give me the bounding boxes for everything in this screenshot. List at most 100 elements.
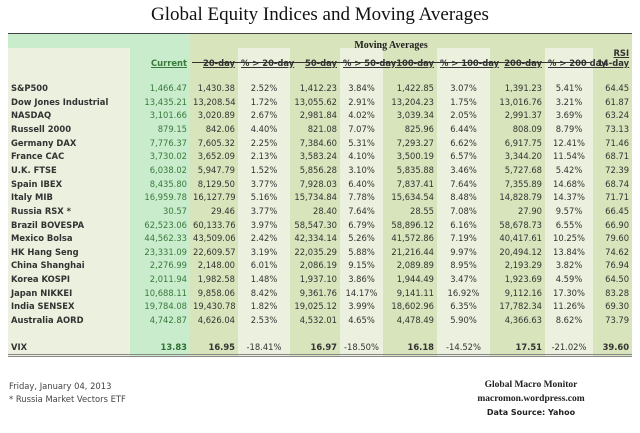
- cell-ma20: 842.06: [190, 122, 238, 136]
- cell-ma100: 5,835.88: [383, 163, 437, 177]
- cell-ma100: 2,089.89: [383, 258, 437, 273]
- cell-ma50: 2,981.84: [290, 108, 340, 123]
- cell-name: France CAC: [8, 149, 130, 164]
- cell-pct20: 2.13%: [238, 149, 290, 164]
- cell-current: 2,276.99: [130, 258, 190, 273]
- table-row: Russia RSX * 30.57 29.46 3.77% 28.40 7.64% 28.…: [8, 204, 633, 218]
- header-current[interactable]: Current: [130, 47, 190, 68]
- cell-name: HK Hang Seng: [8, 244, 130, 259]
- cell-ma20: 3,652.09: [190, 149, 238, 164]
- table-row: India SENSEX 19,784.08 19,430.78 1.82% 19,02…: [8, 299, 633, 314]
- cell-pct20: 4.40%: [238, 122, 290, 136]
- cell-ma200: 40,417.61: [490, 231, 545, 245]
- cell-ma20: 13,208.54: [190, 94, 238, 109]
- cell-ma50: 28.40: [290, 204, 340, 218]
- cell-current: 4,742.87: [130, 313, 190, 327]
- cell-pct100: 7.19%: [437, 231, 490, 245]
- cell-name: Germany DAX: [8, 135, 130, 150]
- cell-rsi: 64.50: [593, 272, 633, 286]
- cell-pct50: 7.64%: [340, 204, 383, 218]
- cell-pct20: 6.01%: [238, 258, 290, 273]
- moving-averages-rule: [192, 62, 591, 63]
- cell-pct200: 5.41%: [545, 81, 593, 95]
- cell-rsi: 68.71: [593, 149, 633, 164]
- cell-rsi: 63.24: [593, 108, 633, 123]
- cell-pct50: 3.99%: [340, 299, 383, 314]
- cell-ma20: 19,430.78: [190, 299, 238, 314]
- cell-ma100: 7,293.27: [383, 135, 437, 150]
- cell-pct100: 3.47%: [437, 272, 490, 286]
- cell-pct200: 17.30%: [545, 285, 593, 300]
- table-row: Mexico Bolsa 44,562.33 43,509.06 2.42% 42,33…: [8, 231, 633, 245]
- cell-pct50: 6.40%: [340, 176, 383, 191]
- cell-rsi: 76.94: [593, 258, 633, 273]
- cell-pct200: 3.69%: [545, 108, 593, 123]
- cell-pct20: 8.42%: [238, 285, 290, 300]
- cell-ma20: 16,127.79: [190, 190, 238, 205]
- cell-pct100: 2.05%: [437, 108, 490, 123]
- cell-pct50: 5.26%: [340, 231, 383, 245]
- cell-ma50: 1,412.23: [290, 81, 340, 95]
- cell-pct100: 6.16%: [437, 217, 490, 232]
- page-title: Global Equity Indices and Moving Average…: [151, 4, 489, 25]
- cell-ma200: 58,678.73: [490, 217, 545, 232]
- cell-ma50: 3,583.24: [290, 149, 340, 164]
- cell-ma200: 2,193.29: [490, 258, 545, 273]
- cell-pct20: 1.82%: [238, 299, 290, 314]
- cell-pct50: 7.07%: [340, 122, 383, 136]
- cell-pct200: 8.62%: [545, 313, 593, 327]
- brand-site[interactable]: macromon.wordpress.com: [477, 394, 585, 404]
- cell-rsi: 73.79: [593, 313, 633, 327]
- cell-pct200: 12.41%: [545, 135, 593, 150]
- cell-pct100: 1.75%: [437, 94, 490, 109]
- cell-name: Korea KOSPI: [8, 272, 130, 286]
- cell-name: VIX: [8, 340, 130, 358]
- cell-name: Japan NIKKEI: [8, 285, 130, 300]
- cell-ma200: 13,016.76: [490, 94, 545, 109]
- cell-ma100: 9,141.11: [383, 285, 437, 300]
- cell-ma20: 9,858.06: [190, 285, 238, 300]
- cell-ma20: 7,605.32: [190, 135, 238, 150]
- cell-ma200: 6,917.75: [490, 135, 545, 150]
- cell-pct50: 9.15%: [340, 258, 383, 273]
- cell-pct200: 11.26%: [545, 299, 593, 314]
- cell-current: 13,435.21: [130, 94, 190, 109]
- cell-ma200: 7,355.89: [490, 176, 545, 191]
- cell-pct20: 5.16%: [238, 190, 290, 205]
- cell-ma200: 14,828.79: [490, 190, 545, 205]
- header-rsi-period: 14-day: [597, 57, 630, 68]
- cell-ma100: 13,204.23: [383, 94, 437, 109]
- cell-pct200: 10.25%: [545, 231, 593, 245]
- cell-ma50: 19,025.12: [290, 299, 340, 314]
- cell-name: Australia AORD: [8, 313, 130, 327]
- cell-current: 7,776.37: [130, 135, 190, 150]
- cell-rsi: 61.87: [593, 94, 633, 109]
- cell-pct100: 9.97%: [437, 244, 490, 259]
- cell-ma100: 41,572.86: [383, 231, 437, 245]
- cell-ma50: 2,086.19: [290, 258, 340, 273]
- cell-pct20: 2.67%: [238, 108, 290, 123]
- cell-pct20: -18.41%: [238, 340, 290, 358]
- cell-ma200: 808.09: [490, 122, 545, 136]
- cell-ma100: 15,634.54: [383, 190, 437, 205]
- cell-pct20: 3.77%: [238, 176, 290, 191]
- cell-ma100: 825.96: [383, 122, 437, 136]
- cell-pct50: 4.10%: [340, 149, 383, 164]
- cell-name: S&P500: [8, 81, 130, 95]
- cell-ma100: 3,039.34: [383, 108, 437, 123]
- table-row: S&P500 1,466.47 1,430.38 2.52% 1,412.23 3.84%…: [8, 81, 633, 95]
- cell-ma100: 28.55: [383, 204, 437, 218]
- cell-ma100: 1,422.85: [383, 81, 437, 95]
- vix-row: VIX 13.83 16.95 -18.41% 16.97 -18.50% 16.18 -14…: [8, 340, 633, 358]
- cell-ma200: 2,991.37: [490, 108, 545, 123]
- header-rsi[interactable]: RSI 14-day: [593, 47, 633, 68]
- header-name: [8, 47, 130, 68]
- cell-rsi: 39.60: [593, 340, 633, 358]
- indices-table: Moving Averages Current 20-day % > 20-da…: [8, 34, 633, 358]
- cell-current: 8,435.80: [130, 176, 190, 191]
- cell-pct200: 3.21%: [545, 94, 593, 109]
- cell-pct50: 5.31%: [340, 135, 383, 150]
- cell-ma100: 16.18: [383, 340, 437, 358]
- cell-name: China Shanghai: [8, 258, 130, 273]
- cell-ma100: 18,602.96: [383, 299, 437, 314]
